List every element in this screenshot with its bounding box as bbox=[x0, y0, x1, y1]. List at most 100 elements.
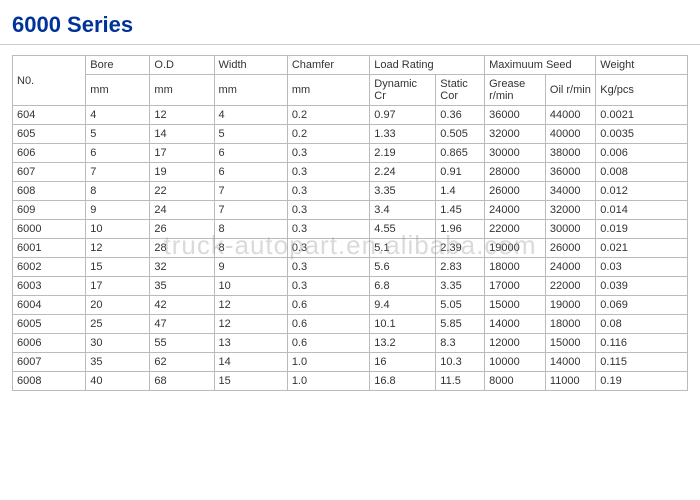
table-cell: 1.4 bbox=[436, 182, 485, 201]
col-header: Load Rating bbox=[370, 56, 485, 75]
table-cell: 5 bbox=[86, 125, 150, 144]
table-cell: 0.3 bbox=[287, 277, 369, 296]
header-row-1: N0.BoreO.DWidthChamferLoad RatingMaximuu… bbox=[13, 56, 688, 75]
page-title: 6000 Series bbox=[0, 0, 700, 45]
table-cell: 0.039 bbox=[596, 277, 688, 296]
table-cell: 30000 bbox=[545, 220, 595, 239]
table-cell: 0.115 bbox=[596, 353, 688, 372]
table-cell: 24000 bbox=[485, 201, 546, 220]
table-cell: 6 bbox=[214, 144, 287, 163]
table-cell: 0.08 bbox=[596, 315, 688, 334]
table-cell: 8.3 bbox=[436, 334, 485, 353]
table-cell: 10.3 bbox=[436, 353, 485, 372]
table-cell: 32000 bbox=[545, 201, 595, 220]
table-cell: 22000 bbox=[545, 277, 595, 296]
table-cell: 7 bbox=[86, 163, 150, 182]
col-header: Width bbox=[214, 56, 287, 75]
table-cell: 0.3 bbox=[287, 220, 369, 239]
table-cell: 5 bbox=[214, 125, 287, 144]
table-cell: 9.4 bbox=[370, 296, 436, 315]
table-cell: 12000 bbox=[485, 334, 546, 353]
table-cell: 10 bbox=[86, 220, 150, 239]
col-header: Chamfer bbox=[287, 56, 369, 75]
table-cell: 26000 bbox=[485, 182, 546, 201]
table-cell: 12 bbox=[150, 106, 214, 125]
table-cell: 12 bbox=[214, 296, 287, 315]
table-cell: 0.3 bbox=[287, 201, 369, 220]
table-cell: 6005 bbox=[13, 315, 86, 334]
table-row: 60441240.20.970.3636000440000.0021 bbox=[13, 106, 688, 125]
table-cell: 0.2 bbox=[287, 125, 369, 144]
table-cell: 0.006 bbox=[596, 144, 688, 163]
header-row-2: mmmmmmmmDynamic CrStatic CorGrease r/min… bbox=[13, 75, 688, 106]
table-cell: 30000 bbox=[485, 144, 546, 163]
table-cell: 26000 bbox=[545, 239, 595, 258]
col-subheader: mm bbox=[214, 75, 287, 106]
table-cell: 5.6 bbox=[370, 258, 436, 277]
table-cell: 22 bbox=[150, 182, 214, 201]
table-row: 6000102680.34.551.9622000300000.019 bbox=[13, 220, 688, 239]
table-cell: 18000 bbox=[485, 258, 546, 277]
table-cell: 6.8 bbox=[370, 277, 436, 296]
table-cell: 7 bbox=[214, 201, 287, 220]
col-header: O.D bbox=[150, 56, 214, 75]
table-cell: 0.069 bbox=[596, 296, 688, 315]
table-cell: 5.85 bbox=[436, 315, 485, 334]
table-row: 60882270.33.351.426000340000.012 bbox=[13, 182, 688, 201]
table-row: 60052547120.610.15.8514000180000.08 bbox=[13, 315, 688, 334]
table-cell: 6 bbox=[214, 163, 287, 182]
table-cell: 6008 bbox=[13, 372, 86, 391]
table-cell: 24000 bbox=[545, 258, 595, 277]
table-cell: 3.35 bbox=[436, 277, 485, 296]
table-cell: 32 bbox=[150, 258, 214, 277]
table-cell: 0.116 bbox=[596, 334, 688, 353]
table-cell: 17000 bbox=[485, 277, 546, 296]
col-header: Bore bbox=[86, 56, 150, 75]
table-head: N0.BoreO.DWidthChamferLoad RatingMaximuu… bbox=[13, 56, 688, 106]
table-cell: 15 bbox=[214, 372, 287, 391]
table-cell: 6000 bbox=[13, 220, 86, 239]
table-cell: 0.008 bbox=[596, 163, 688, 182]
table-cell: 0.3 bbox=[287, 258, 369, 277]
table-cell: 19000 bbox=[485, 239, 546, 258]
table-row: 60063055130.613.28.312000150000.116 bbox=[13, 334, 688, 353]
table-cell: 17 bbox=[86, 277, 150, 296]
table-cell: 2.24 bbox=[370, 163, 436, 182]
col-subheader: mm bbox=[150, 75, 214, 106]
table-cell: 0.97 bbox=[370, 106, 436, 125]
table-cell: 10000 bbox=[485, 353, 546, 372]
table-cell: 6002 bbox=[13, 258, 86, 277]
table-cell: 13 bbox=[214, 334, 287, 353]
table-row: 60084068151.016.811.58000110000.19 bbox=[13, 372, 688, 391]
table-cell: 4.55 bbox=[370, 220, 436, 239]
table-cell: 55 bbox=[150, 334, 214, 353]
table-cell: 16.8 bbox=[370, 372, 436, 391]
table-cell: 0.6 bbox=[287, 296, 369, 315]
table-cell: 38000 bbox=[545, 144, 595, 163]
col-header: Maximuum Seed bbox=[485, 56, 596, 75]
table-cell: 17 bbox=[150, 144, 214, 163]
table-body: 60441240.20.970.3636000440000.0021605514… bbox=[13, 106, 688, 391]
col-subheader: mm bbox=[86, 75, 150, 106]
table-cell: 40 bbox=[86, 372, 150, 391]
table-cell: 0.012 bbox=[596, 182, 688, 201]
table-row: 60771960.32.240.9128000360000.008 bbox=[13, 163, 688, 182]
table-cell: 11000 bbox=[545, 372, 595, 391]
table-cell: 11.5 bbox=[436, 372, 485, 391]
table-cell: 6006 bbox=[13, 334, 86, 353]
table-row: 60661760.32.190.86530000380000.006 bbox=[13, 144, 688, 163]
col-header: Weight bbox=[596, 56, 688, 75]
col-subheader: Oil r/min bbox=[545, 75, 595, 106]
table-cell: 16 bbox=[370, 353, 436, 372]
col-header: N0. bbox=[13, 56, 86, 106]
table-cell: 10 bbox=[214, 277, 287, 296]
table-cell: 0.0021 bbox=[596, 106, 688, 125]
table-cell: 44000 bbox=[545, 106, 595, 125]
table-cell: 20 bbox=[86, 296, 150, 315]
table-cell: 4 bbox=[86, 106, 150, 125]
table-cell: 25 bbox=[86, 315, 150, 334]
table-cell: 0.3 bbox=[287, 239, 369, 258]
table-cell: 1.33 bbox=[370, 125, 436, 144]
col-subheader: mm bbox=[287, 75, 369, 106]
table-row: 60551450.21.330.50532000400000.0035 bbox=[13, 125, 688, 144]
